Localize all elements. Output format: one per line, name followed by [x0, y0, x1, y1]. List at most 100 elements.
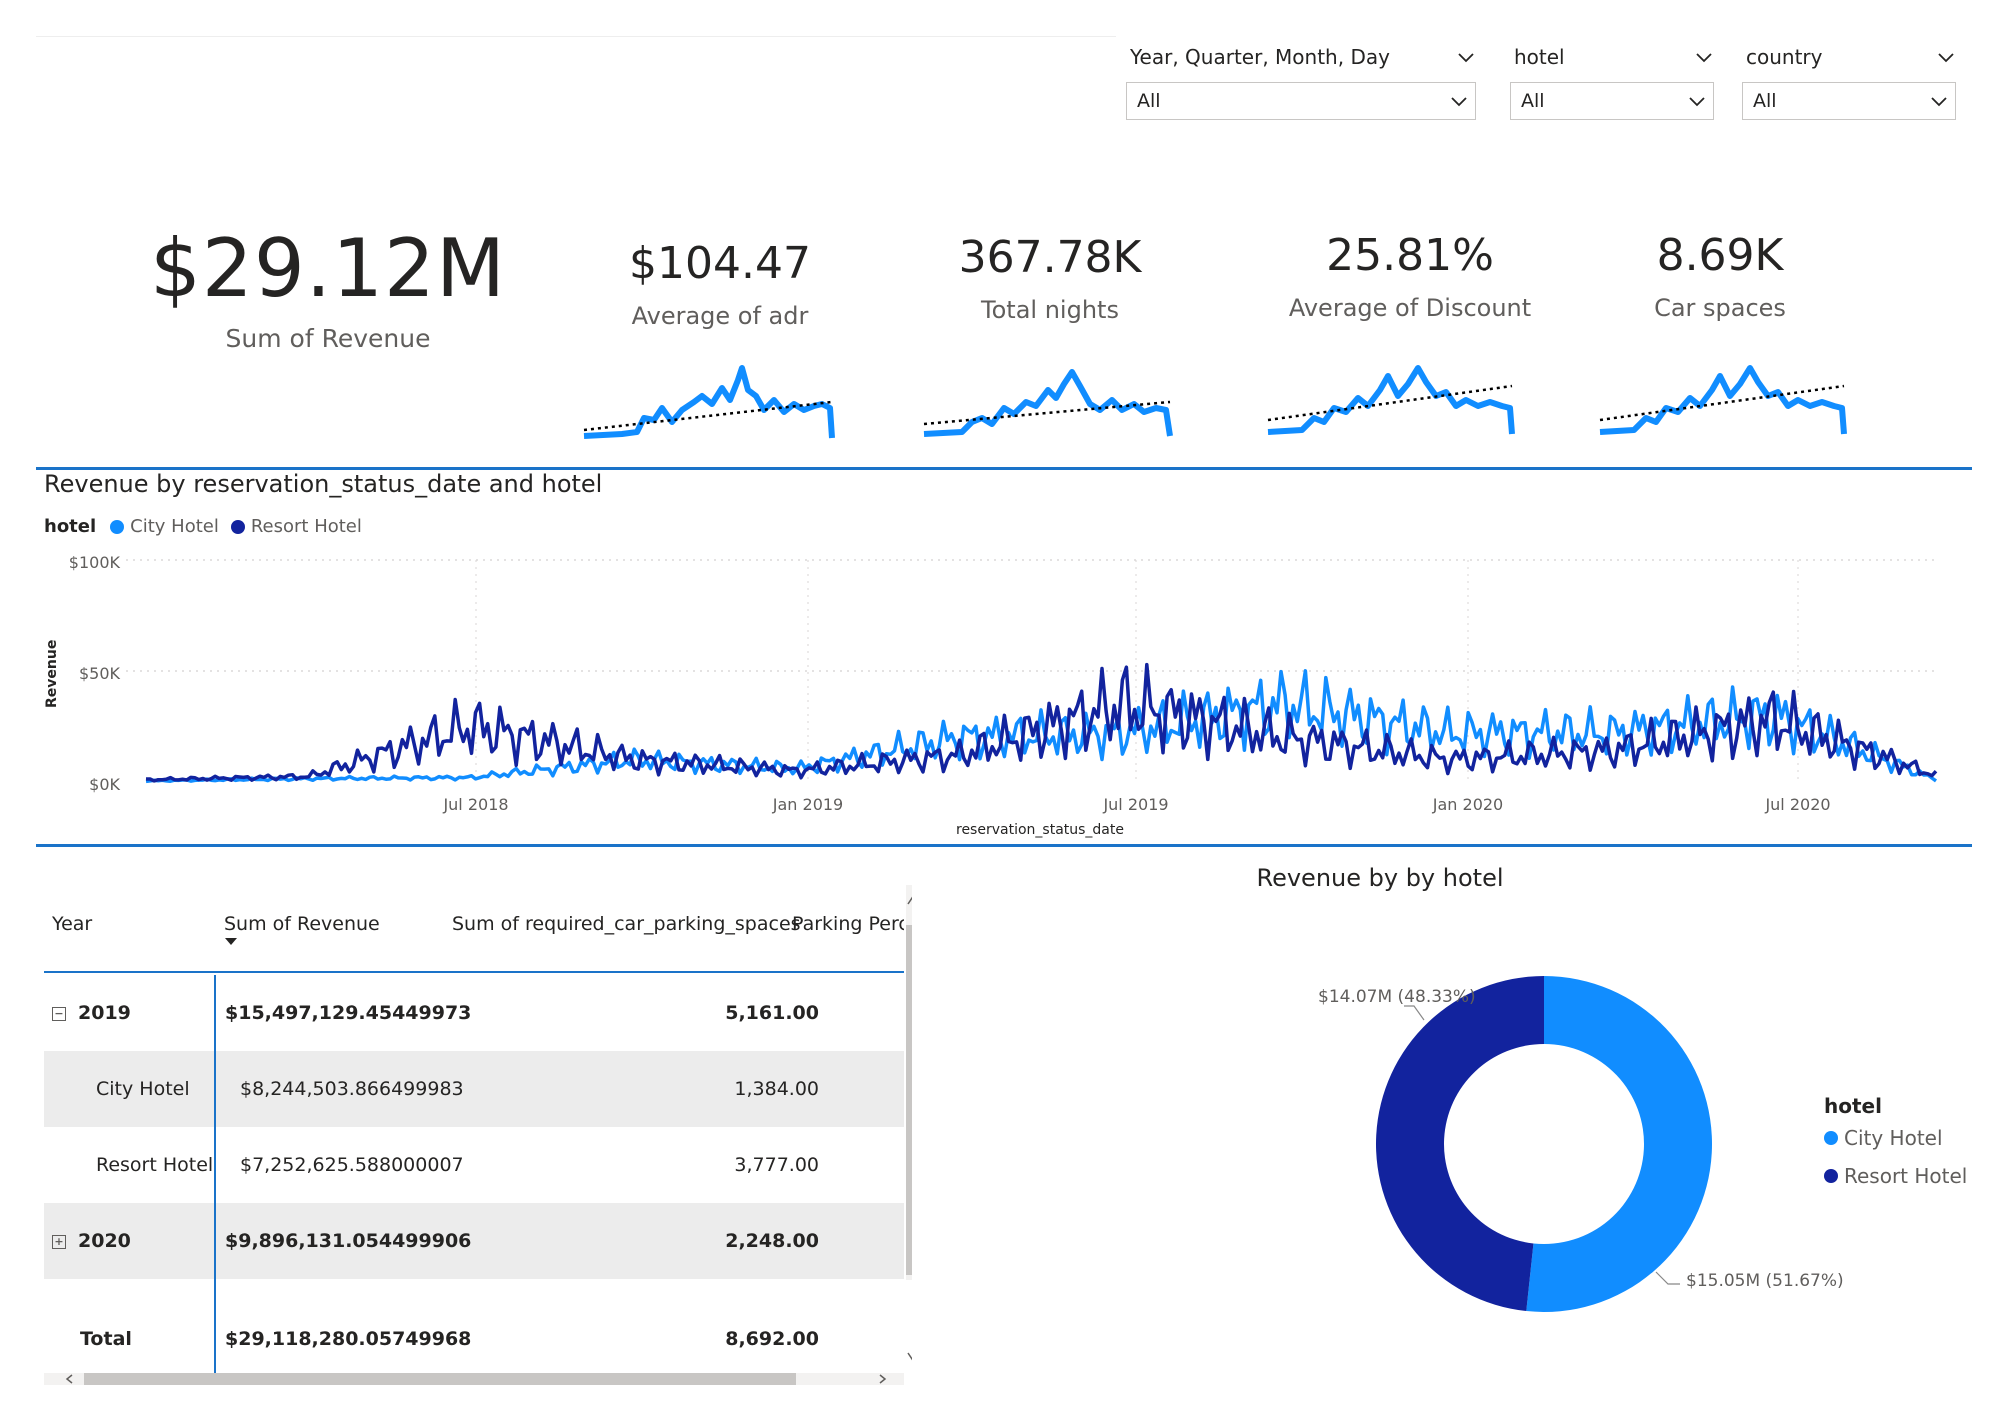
row-revenue: $7,252,625.588000007: [240, 1154, 464, 1176]
city-hotel-slice[interactable]: [1526, 976, 1712, 1312]
sparkline-trend: [1599, 384, 1845, 422]
scroll-down-icon[interactable]: [906, 1350, 912, 1362]
revenue-line-chart[interactable]: $100K $50K $0K Revenue Jul 2018 Jan 2019…: [36, 540, 1972, 850]
nights-kpi-value: 367.78K: [958, 232, 1142, 283]
donut-legend-city[interactable]: City Hotel: [1824, 1126, 1943, 1150]
resort-hotel-series: [146, 662, 1938, 783]
x-axis-title: reservation_status_date: [956, 822, 1124, 838]
col-header-revenue[interactable]: Sum of Revenue: [224, 913, 380, 935]
table-row[interactable]: +2020 $9,896,131.054499906 2,248.00: [44, 1203, 904, 1279]
col-header-parking-percent[interactable]: Parking Perce: [792, 913, 904, 935]
chevron-down-icon: [1689, 94, 1705, 108]
hotel-slicer-value: All: [1521, 90, 1545, 112]
expand-icon[interactable]: +: [52, 1234, 66, 1249]
sparkline-trend: [1267, 384, 1513, 422]
scroll-right-icon[interactable]: [876, 1373, 888, 1385]
row-parking: 1,384.00: [734, 1078, 819, 1100]
discount-sparkline: [1267, 365, 1515, 435]
chevron-down-icon: [1931, 94, 1947, 108]
country-slicer-label: country: [1746, 45, 1823, 69]
x-tick-jan-2019: Jan 2019: [772, 795, 843, 814]
y-tick-0k: $0K: [89, 775, 120, 794]
x-tick-jan-2020: Jan 2020: [1432, 795, 1503, 814]
city-label-leader: [1655, 1271, 1680, 1285]
chevron-down-icon[interactable]: [1938, 50, 1954, 64]
row-revenue: $8,244,503.866499983: [240, 1078, 464, 1100]
donut-legend-title: hotel: [1824, 1094, 1882, 1118]
row-header-divider: [214, 975, 216, 1380]
date-slicer-dropdown[interactable]: All: [1126, 82, 1476, 120]
city-slice-label: $15.05M (51.67%): [1686, 1271, 1844, 1291]
col-header-year[interactable]: Year: [52, 913, 93, 935]
country-slicer-value: All: [1753, 90, 1777, 112]
country-slicer[interactable]: country All: [1742, 40, 1956, 120]
sparkline-series: [583, 365, 835, 439]
row-label: Total: [80, 1328, 132, 1350]
row-parking: 5,161.00: [725, 1002, 819, 1024]
row-label: City Hotel: [96, 1078, 190, 1100]
sparkline-series: [1599, 365, 1847, 435]
row-parking: 2,248.00: [725, 1230, 819, 1252]
x-tick-jul-2020: Jul 2020: [1764, 795, 1830, 814]
row-parking: 3,777.00: [734, 1154, 819, 1176]
x-gridlines: [475, 560, 1799, 782]
resort-slice-label: $14.07M (48.33%): [1318, 987, 1476, 1007]
adr-kpi-label: Average of adr: [631, 302, 809, 330]
date-slicer-label: Year, Quarter, Month, Day: [1130, 45, 1390, 69]
y-tick-100k: $100K: [69, 553, 121, 572]
revenue-matrix-table[interactable]: Year Sum of Revenue Sum of required_car_…: [44, 885, 912, 1385]
city-hotel-legend-dot: [110, 519, 125, 534]
row-label: 2019: [78, 1002, 131, 1024]
sparkline-series: [923, 369, 1173, 437]
donut-chart-title: Revenue by by hotel: [1256, 864, 1504, 892]
adr-kpi-value: $104.47: [629, 238, 811, 289]
horizontal-scrollbar-thumb[interactable]: [84, 1373, 796, 1385]
nights-sparkline: [923, 369, 1173, 437]
col-header-parking[interactable]: Sum of required_car_parking_spaces: [452, 913, 801, 935]
hotel-slicer[interactable]: hotel All: [1510, 40, 1714, 120]
date-slicer[interactable]: Year, Quarter, Month, Day All: [1126, 40, 1476, 120]
section-divider: [36, 467, 1972, 470]
resort-hotel-slice[interactable]: [1376, 976, 1544, 1312]
row-parking: 8,692.00: [725, 1328, 819, 1350]
x-tick-jul-2019: Jul 2019: [1102, 795, 1168, 814]
table-row[interactable]: Resort Hotel $7,252,625.588000007 3,777.…: [44, 1127, 904, 1203]
chevron-down-icon: [1451, 94, 1467, 108]
hotel-slicer-dropdown[interactable]: All: [1510, 82, 1714, 120]
sort-descending-icon: [225, 938, 237, 945]
x-tick-jul-2018: Jul 2018: [442, 795, 508, 814]
section-divider: [36, 844, 1972, 847]
resort-hotel-legend-dot: [1824, 1169, 1838, 1183]
city-hotel-series: [145, 669, 1938, 784]
country-slicer-dropdown[interactable]: All: [1742, 82, 1956, 120]
chevron-down-icon[interactable]: [1696, 50, 1712, 64]
table-row[interactable]: City Hotel $8,244,503.866499983 1,384.00: [44, 1051, 904, 1127]
adr-sparkline: [583, 365, 835, 439]
line-chart-legend: hotel City Hotel Resort Hotel: [44, 516, 362, 537]
date-slicer-value: All: [1137, 90, 1161, 112]
legend-title: hotel: [44, 516, 97, 537]
sparkline-trend: [583, 400, 833, 432]
legend-city-hotel[interactable]: City Hotel: [130, 516, 219, 537]
table-row[interactable]: −2019 $15,497,129.45449973 5,161.00: [44, 975, 904, 1051]
revenue-kpi-value: $29.12M: [150, 222, 506, 315]
row-revenue: $15,497,129.45449973: [225, 1002, 472, 1024]
row-revenue: $29,118,280.05749968: [225, 1328, 472, 1350]
chevron-down-icon[interactable]: [1458, 50, 1474, 64]
scroll-left-icon[interactable]: [64, 1373, 76, 1385]
resort-hotel-legend-dot: [230, 519, 245, 534]
legend-city-hotel: City Hotel: [1844, 1126, 1943, 1150]
legend-resort-hotel[interactable]: Resort Hotel: [250, 516, 362, 537]
y-tick-50k: $50K: [79, 664, 121, 683]
collapse-icon[interactable]: −: [52, 1006, 66, 1021]
scroll-up-icon[interactable]: [906, 895, 912, 907]
row-label: Resort Hotel: [96, 1154, 214, 1176]
nights-kpi-label: Total nights: [981, 296, 1119, 324]
y-gridlines: [126, 559, 1936, 672]
revenue-donut-chart[interactable]: [1300, 960, 1720, 1320]
row-revenue: $9,896,131.054499906: [225, 1230, 472, 1252]
sparkline-trend: [923, 400, 1171, 426]
total-row: Total $29,118,280.05749968 8,692.00: [44, 1301, 904, 1377]
vertical-scrollbar-thumb[interactable]: [906, 925, 912, 1275]
donut-legend-resort[interactable]: Resort Hotel: [1824, 1164, 1967, 1188]
